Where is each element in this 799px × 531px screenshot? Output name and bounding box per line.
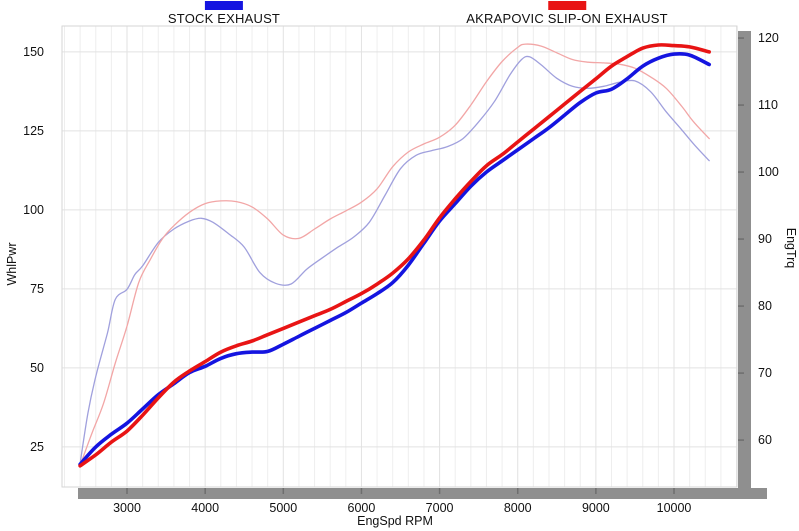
y-left-tick-label: 25 [30,440,44,454]
y-right-tick-label: 100 [758,165,779,179]
bottom-axis-title: EngSpd RPM [357,514,433,528]
y-right-tick-label: 90 [758,232,772,246]
y-left-tick-label: 50 [30,361,44,375]
x-tick-label: 7000 [426,501,454,515]
legend-swatch-akrapovic [548,1,586,10]
curve-akrapovic-slip-on-exhaust-engtrq [79,43,710,467]
y-right-tick-label: 80 [758,299,772,313]
x-tick-label: 10000 [657,501,692,515]
legend-label-stock: STOCK EXHAUST [167,11,281,26]
left-axis-title: WhlPwr [5,242,19,286]
x-tick-label: 4000 [191,501,219,515]
y-right-tick-label: 110 [758,98,778,112]
x-tick-label: 5000 [269,501,297,515]
right-axis-bar [738,31,751,499]
x-tick-label: 8000 [504,501,532,515]
legend-label-akrapovic: AKRAPOVIC SLIP-ON EXHAUST [466,11,668,26]
bottom-axis-bar [78,488,767,499]
plot-frame [61,25,738,488]
y-right-tick-label: 60 [758,433,772,447]
y-left-tick-label: 75 [30,282,44,296]
curve-stock-exhaust-whlpwr [78,51,711,467]
y-right-tick-label: 120 [758,31,779,45]
curve-stock-exhaust-engtrq [79,55,710,465]
legend-item-akrapovic: AKRAPOVIC SLIP-ON EXHAUST [466,0,668,26]
x-tick-label: 3000 [113,501,141,515]
y-left-tick-label: 150 [23,45,44,59]
legend-swatch-stock [204,1,243,10]
curve-akrapovic-slip-on-exhaust-whlpwr [78,43,711,468]
x-tick-label: 6000 [348,501,376,515]
legend-item-stock: STOCK EXHAUST [168,0,280,26]
y-right-tick-label: 70 [758,366,772,380]
x-tick-label: 9000 [582,501,610,515]
y-left-tick-label: 125 [23,124,44,138]
right-axis-title: EngTrq [784,227,798,269]
y-left-tick-label: 100 [23,203,44,217]
